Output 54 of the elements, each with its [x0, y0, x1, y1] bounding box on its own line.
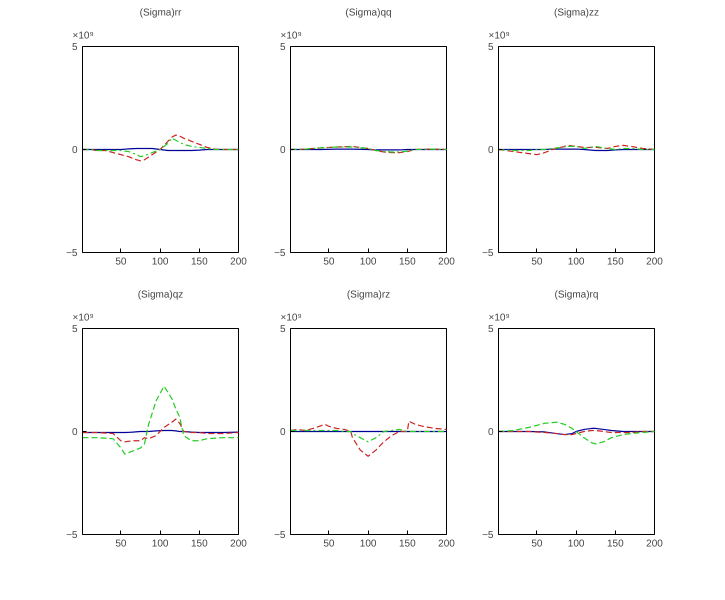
- x-tick-label: 200: [438, 256, 456, 268]
- y-axis-title: ×10⁹: [280, 30, 302, 42]
- x-tick-label: 150: [190, 538, 208, 550]
- y-tick-label: 0: [280, 427, 286, 438]
- x-tick-label: 100: [152, 538, 169, 550]
- y-tick-label: 5: [488, 42, 494, 53]
- x-tick-label: 100: [360, 256, 377, 268]
- y-tick-label: 5: [280, 42, 286, 53]
- y-tick-label: −5: [482, 248, 494, 259]
- y-tick-label: −5: [274, 248, 286, 259]
- x-tick-label: 150: [606, 538, 624, 550]
- x-tick-label: 200: [230, 256, 248, 268]
- x-tick-label: 150: [398, 538, 416, 550]
- y-tick-label: 0: [488, 427, 494, 438]
- x-tick-label: 200: [646, 538, 664, 550]
- x-tick-label: 50: [115, 538, 127, 550]
- y-axis-title: ×10⁹: [488, 312, 510, 324]
- x-tick-label: 100: [360, 538, 377, 550]
- y-tick-label: −5: [274, 530, 286, 541]
- x-tick-label: 150: [190, 256, 208, 268]
- y-tick-label: 0: [72, 427, 78, 438]
- y-tick-label: 5: [72, 324, 78, 335]
- x-tick-label: 150: [606, 256, 624, 268]
- chart-title: (Sigma)rz: [346, 290, 390, 300]
- chart-title: (Sigma)qq: [345, 8, 392, 18]
- x-tick-label: 150: [398, 256, 416, 268]
- y-tick-label: 0: [280, 145, 286, 156]
- x-tick-label: 50: [323, 256, 335, 268]
- chart-title: (Sigma)rq: [554, 290, 598, 300]
- y-tick-label: 0: [72, 145, 78, 156]
- y-tick-label: −5: [66, 248, 78, 259]
- x-tick-label: 50: [531, 538, 543, 550]
- chart-title: (Sigma)qz: [138, 290, 184, 300]
- y-axis-title: ×10⁹: [280, 312, 302, 324]
- y-tick-label: 5: [72, 42, 78, 53]
- x-tick-label: 200: [438, 538, 456, 550]
- y-axis-title: ×10⁹: [72, 30, 94, 42]
- y-tick-label: 5: [280, 324, 286, 335]
- x-tick-label: 50: [531, 256, 543, 268]
- y-axis-title: ×10⁹: [72, 312, 94, 324]
- x-tick-label: 50: [323, 538, 335, 550]
- chart-title: (Sigma)zz: [554, 8, 600, 18]
- y-tick-label: −5: [66, 530, 78, 541]
- y-tick-label: 5: [488, 324, 494, 335]
- y-tick-label: −5: [482, 530, 494, 541]
- x-tick-label: 100: [568, 256, 585, 268]
- x-tick-label: 100: [568, 538, 585, 550]
- y-axis-title: ×10⁹: [488, 30, 510, 42]
- chart-title: (Sigma)rr: [140, 8, 182, 18]
- x-tick-label: 200: [646, 256, 664, 268]
- x-tick-label: 100: [152, 256, 169, 268]
- y-tick-label: 0: [488, 145, 494, 156]
- x-tick-label: 200: [230, 538, 248, 550]
- x-tick-label: 50: [115, 256, 127, 268]
